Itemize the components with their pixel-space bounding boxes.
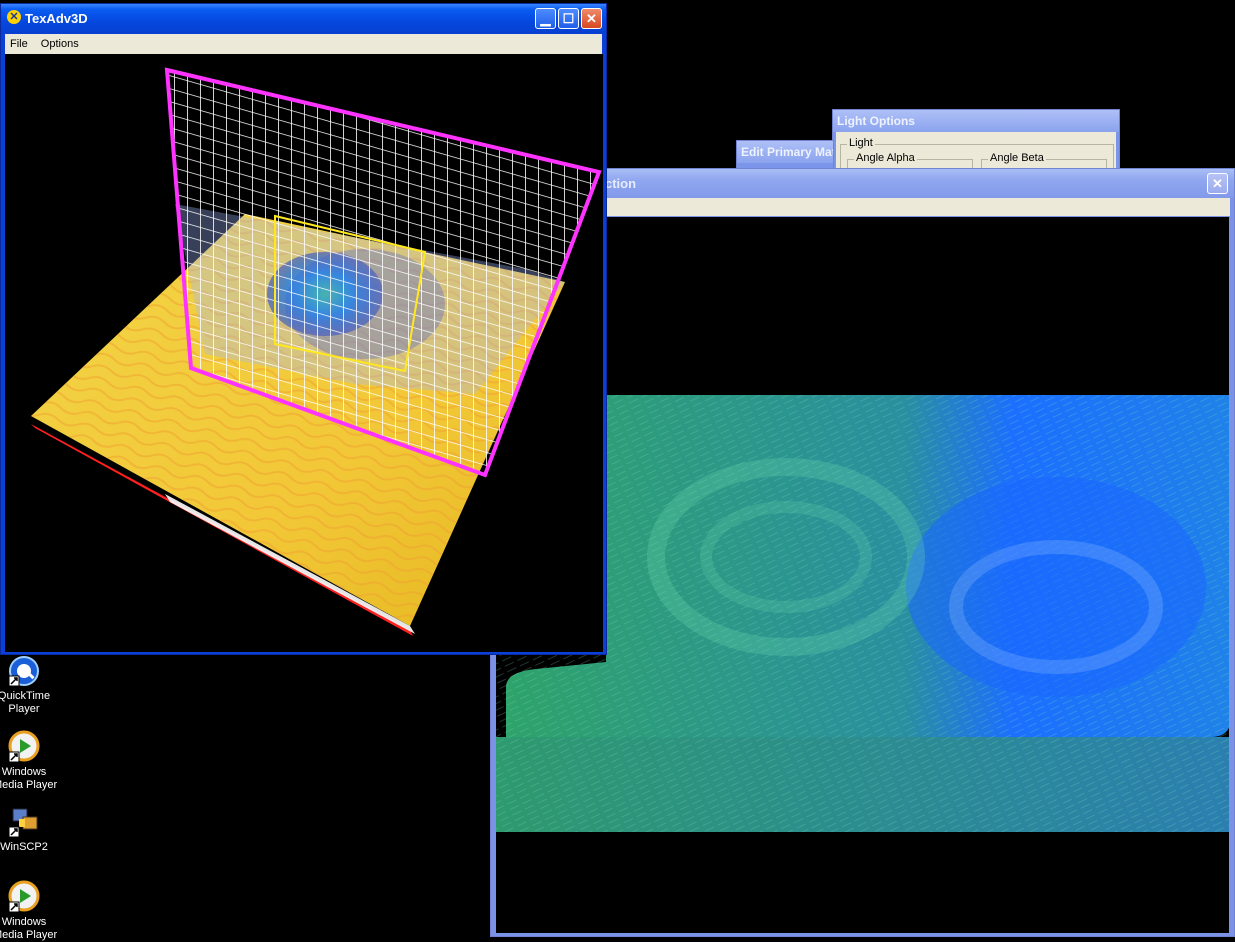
flow-view-window[interactable]: ction ✕	[490, 168, 1235, 937]
quicktime-icon	[7, 654, 41, 688]
flow-view-titlebar[interactable]: ction ✕	[491, 169, 1234, 198]
flow-field-visualization	[496, 395, 1229, 832]
texadv3d-titlebar[interactable]: ✕ TexAdv3D ▁ ☐ ✕	[1, 4, 606, 33]
flow-field-canvas[interactable]	[496, 217, 1229, 933]
maximize-button[interactable]: ☐	[558, 8, 579, 29]
desktop-icon-winscp[interactable]: WinSCP2	[0, 805, 55, 854]
windows-media-player-icon	[7, 730, 41, 764]
icon-label-line2: Player	[8, 703, 40, 715]
angle-beta-group: Angle Beta	[981, 152, 1107, 181]
close-button[interactable]: ✕	[581, 8, 602, 29]
minimize-icon: ▁	[540, 11, 551, 26]
icon-label-line1: WinSCP2	[0, 841, 48, 853]
icon-label-line2: Media Player	[0, 779, 58, 791]
texadv3d-window[interactable]: ✕ TexAdv3D ▁ ☐ ✕ File Options	[0, 3, 607, 655]
winscp-icon	[7, 805, 41, 839]
angle-beta-label: Angle Beta	[988, 152, 1046, 164]
yellow-slice-frame	[274, 214, 427, 373]
close-icon: ✕	[1212, 176, 1223, 191]
edit-primary-material-title: Edit Primary Mat	[737, 141, 833, 163]
icon-label-line1: Windows	[1, 916, 47, 928]
grid-slice-plane	[167, 70, 599, 475]
maximize-icon: ☐	[562, 11, 575, 26]
minimize-button[interactable]: ▁	[535, 8, 556, 29]
icon-label-line1: QuickTime	[0, 690, 51, 702]
flow-view-menubar	[495, 198, 1230, 216]
desktop-icon-quicktime[interactable]: QuickTime Player	[0, 654, 55, 716]
light-options-title: Light Options	[833, 110, 1119, 132]
light-group-label: Light	[847, 137, 875, 149]
menu-file[interactable]: File	[10, 38, 28, 50]
window-title: TexAdv3D	[25, 11, 88, 26]
flow-view-title: ction	[605, 176, 637, 191]
angle-alpha-label: Angle Alpha	[854, 152, 917, 164]
light-options-dialog[interactable]: Light Options Light Angle Alpha Angle Be…	[832, 109, 1120, 186]
icon-label-line2: Media Player	[0, 929, 58, 941]
floor-slab-edge	[165, 494, 415, 634]
close-icon: ✕	[586, 11, 597, 26]
icon-label-line1: Windows	[1, 766, 47, 778]
menu-options[interactable]: Options	[40, 38, 79, 50]
light-group: Light Angle Alpha Angle Beta	[840, 137, 1114, 186]
menubar: File Options	[5, 34, 602, 55]
render-viewport[interactable]	[5, 54, 603, 652]
windows-media-player-icon	[7, 880, 41, 914]
desktop-icon-windows-media-player-2[interactable]: Windows Media Player	[0, 880, 58, 942]
volume-rendering	[31, 67, 602, 636]
magenta-slice-frame	[164, 67, 602, 478]
app-icon: ✕	[7, 10, 21, 24]
close-button[interactable]: ✕	[1207, 173, 1228, 194]
desktop-icon-windows-media-player[interactable]: Windows Media Player	[0, 730, 58, 792]
